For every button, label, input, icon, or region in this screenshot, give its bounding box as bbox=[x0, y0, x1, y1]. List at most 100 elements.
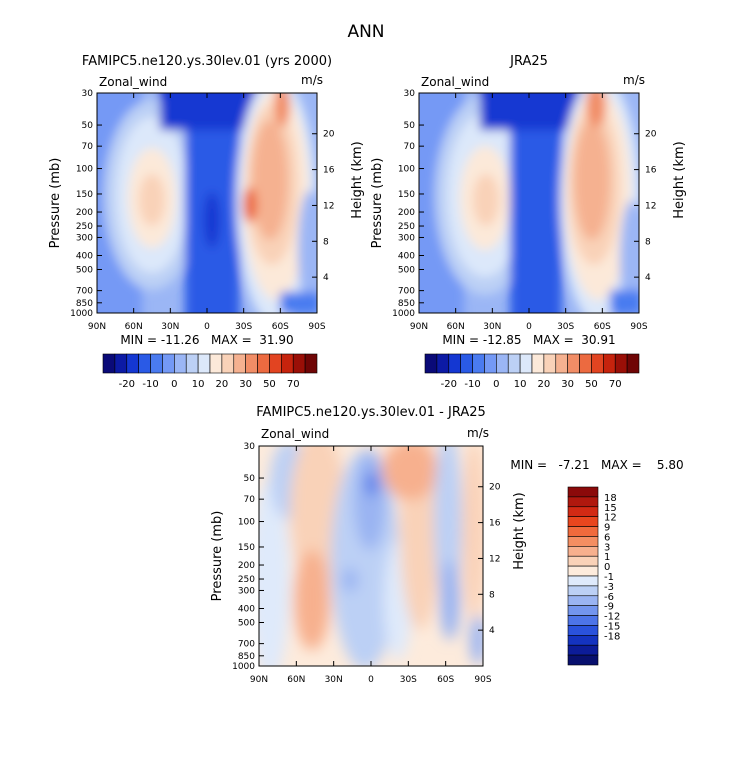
x-tick-label: 90S bbox=[308, 322, 325, 332]
panel-obs-colorbar: -20 -10 0 10 20 30 50 70 bbox=[424, 353, 640, 390]
x-tick-label: 90N bbox=[88, 322, 106, 332]
colorbar-swatch bbox=[221, 353, 235, 374]
colorbar-swatch bbox=[507, 353, 521, 374]
x-tick-label: 30S bbox=[235, 322, 252, 332]
x-tick-label: 0 bbox=[204, 322, 210, 332]
y-tick-label: 100 bbox=[398, 165, 415, 175]
colorbar-label: 50 bbox=[263, 379, 276, 390]
colorbar-swatch bbox=[567, 595, 599, 606]
panel-obs-field bbox=[419, 93, 639, 313]
colorbar-label: 0 bbox=[171, 379, 177, 390]
height-tick-label: 16 bbox=[323, 166, 335, 176]
colorbar-label: 10 bbox=[514, 379, 527, 390]
colorbar-swatch bbox=[472, 353, 485, 374]
colorbar-swatch bbox=[114, 353, 128, 374]
colorbar-label: 12 bbox=[604, 513, 617, 524]
height-tick-label: 20 bbox=[489, 483, 501, 493]
panel-obs-variable-label: Zonal_wind bbox=[421, 75, 489, 89]
y-tick-label: 100 bbox=[238, 518, 255, 528]
y-tick-label: 700 bbox=[238, 640, 255, 650]
x-tick-label: 60N bbox=[447, 322, 465, 332]
panel-model-colorbar: -20 -10 0 10 20 30 50 70 bbox=[102, 353, 318, 390]
colorbar-swatch bbox=[567, 536, 599, 547]
colorbar-swatch bbox=[567, 615, 599, 626]
y-tick-label: 250 bbox=[238, 575, 255, 585]
colorbar-swatch bbox=[591, 353, 604, 374]
y-tick-label: 250 bbox=[76, 222, 93, 232]
height-tick-label: 8 bbox=[489, 590, 495, 600]
colorbar-swatch bbox=[567, 585, 599, 597]
colorbar-swatch bbox=[626, 353, 640, 374]
x-tick-label: 0 bbox=[526, 322, 532, 332]
y-tick-label: 150 bbox=[76, 190, 93, 200]
panel-diff: FAMIPC5.ne120.ys.30lev.01 - JRA25 Zonal_… bbox=[210, 405, 684, 685]
panel-model-field bbox=[97, 93, 317, 313]
panel-model-variable-label: Zonal_wind bbox=[99, 75, 167, 89]
colorbar-swatch bbox=[424, 353, 438, 374]
x-tick-label: 0 bbox=[368, 675, 374, 685]
colorbar-swatch bbox=[567, 486, 599, 498]
panel-obs-axes: 90N 60N 30N 0 30S 60S 90S 30 50 70 100 150 200 250300… bbox=[392, 89, 657, 332]
colorbar-label: -3 bbox=[604, 582, 614, 593]
y-tick-label: 500 bbox=[76, 266, 93, 276]
y-tick-label: 150 bbox=[238, 543, 255, 553]
panel-diff-axes: 90N 60N 30N 0 30S 60S 90S 30 50 70 100 150 200 250300… bbox=[232, 442, 501, 685]
panel-obs-title: JRA25 bbox=[509, 54, 548, 69]
y-tick-label: 400 bbox=[398, 252, 415, 262]
colorbar-swatch bbox=[292, 353, 306, 374]
colorbar-swatch bbox=[555, 353, 568, 374]
y-tick-label: 300 bbox=[398, 233, 415, 243]
y-tick-label: 30 bbox=[82, 89, 94, 99]
colorbar-label: 6 bbox=[604, 532, 610, 543]
y-tick-label: 400 bbox=[238, 605, 255, 615]
colorbar-swatch bbox=[138, 353, 151, 374]
colorbar-swatch bbox=[150, 353, 163, 374]
height-tick-label: 16 bbox=[489, 519, 501, 529]
x-tick-label: 60S bbox=[272, 322, 289, 332]
colorbar-label: 0 bbox=[493, 379, 499, 390]
panel-obs-stats: MIN = -12.85 MAX = 30.91 bbox=[442, 333, 615, 347]
colorbar-swatch bbox=[496, 353, 509, 374]
colorbar-swatch bbox=[269, 353, 282, 374]
colorbar-swatch bbox=[484, 353, 497, 374]
colorbar-label: -6 bbox=[604, 592, 614, 603]
y-tick-label: 150 bbox=[398, 190, 415, 200]
y-tick-label: 400 bbox=[76, 252, 93, 262]
y-tick-label: 850 bbox=[76, 299, 93, 309]
colorbar-swatch bbox=[460, 353, 473, 374]
y-tick-label: 1000 bbox=[392, 309, 415, 319]
colorbar-swatch bbox=[209, 353, 223, 374]
colorbar-swatch bbox=[567, 565, 599, 577]
colorbar-swatch bbox=[567, 644, 599, 656]
panel-model-stats: MIN = -11.26 MAX = 31.90 bbox=[120, 333, 293, 347]
y-tick-label: 70 bbox=[404, 142, 416, 152]
y-tick-label: 100 bbox=[76, 165, 93, 175]
y-tick-label: 200 bbox=[398, 208, 415, 218]
colorbar-swatch bbox=[185, 353, 199, 374]
y-tick-label: 30 bbox=[244, 442, 256, 452]
y-tick-label: 50 bbox=[82, 121, 94, 131]
panel-diff-title: FAMIPC5.ne120.ys.30lev.01 - JRA25 bbox=[256, 405, 486, 420]
height-tick-label: 12 bbox=[645, 201, 656, 211]
colorbar-swatch bbox=[567, 353, 580, 374]
colorbar-swatch bbox=[304, 353, 318, 374]
panel-model-ylabel: Pressure (mb) bbox=[48, 158, 63, 249]
y-tick-label: 1000 bbox=[70, 309, 93, 319]
y-tick-label: 500 bbox=[398, 266, 415, 276]
height-tick-label: 12 bbox=[323, 201, 334, 211]
colorbar-label: -9 bbox=[604, 602, 614, 613]
colorbar-label: -18 bbox=[604, 631, 620, 642]
y-tick-label: 850 bbox=[238, 652, 255, 662]
colorbar-swatch bbox=[567, 506, 599, 517]
height-tick-label: 20 bbox=[645, 130, 657, 140]
y-tick-label: 500 bbox=[238, 619, 255, 629]
colorbar-label: 9 bbox=[604, 523, 610, 534]
y-tick-label: 300 bbox=[238, 586, 255, 596]
colorbar-swatch bbox=[567, 546, 599, 557]
panel-model-axes: 90N 60N 30N 0 30S 60S 90S 30 50 70 100 150 200 250300… bbox=[70, 89, 335, 332]
x-tick-label: 30N bbox=[483, 322, 501, 332]
colorbar-label: -20 bbox=[119, 379, 135, 390]
colorbar-label: -10 bbox=[142, 379, 158, 390]
panel-obs-ylabel-right: Height (km) bbox=[672, 141, 687, 218]
colorbar-swatch bbox=[257, 353, 270, 374]
